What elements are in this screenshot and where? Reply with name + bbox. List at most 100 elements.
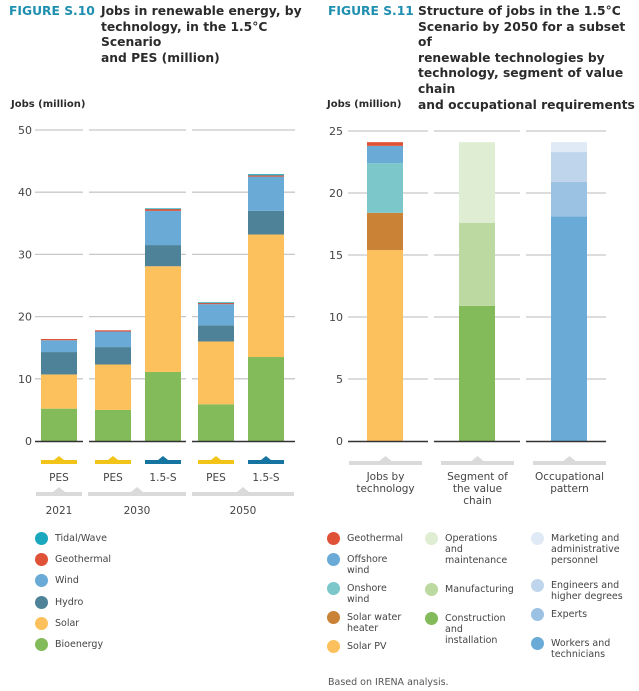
bar-segment-geothermal <box>248 175 284 177</box>
legend-swatch-icon <box>327 611 340 624</box>
bar-segment-solar <box>41 374 77 409</box>
legend-label: Marketing and administrative personnel <box>551 533 620 566</box>
legend-label: Geothermal <box>55 554 112 566</box>
bar-segment-bioenergy <box>145 371 181 441</box>
legend-swatch-icon <box>327 532 340 545</box>
title-line: Structure of jobs in the 1.5°C <box>418 4 621 18</box>
bar-segment-hydro <box>248 210 284 235</box>
legend-item: Geothermal <box>35 553 112 567</box>
bar-segment-hydro <box>95 347 131 365</box>
bar-segment-bioenergy <box>41 408 77 441</box>
figure-s11-title: Structure of jobs in the 1.5°C Scenario … <box>418 4 638 113</box>
y-tick-label: 0 <box>25 435 32 448</box>
y-tick-label: 30 <box>18 248 32 261</box>
title-line: and occupational requirements <box>418 97 635 112</box>
bar-segment-onshore-wind <box>367 163 403 213</box>
scenario-marker-notch <box>261 456 271 460</box>
y-tick-label: 20 <box>18 311 32 324</box>
scenario-marker-notch <box>158 456 168 460</box>
legend-item: Operations and maintenance <box>425 532 535 566</box>
legend-item: Solar water heater <box>327 611 437 634</box>
legend-swatch-icon <box>425 583 438 596</box>
x-category-label-line: Jobs by <box>366 471 405 483</box>
legend-swatch-icon <box>35 616 48 630</box>
right-y-axis-label: Jobs (million) <box>327 99 402 110</box>
title-line: technology, in the 1.5°C Scenario <box>101 19 268 50</box>
legend-item: Marketing and administrative personnel <box>531 532 639 566</box>
year-group-label: 2021 <box>46 505 73 517</box>
y-tick-label: 25 <box>329 125 343 138</box>
year-group-bracket <box>192 492 294 496</box>
legend-item: Manufacturing <box>425 583 535 596</box>
legend-swatch-icon <box>35 638 48 651</box>
category-bracket <box>533 461 606 465</box>
legend-label: Hydro <box>55 596 84 608</box>
legend-swatch-icon <box>531 637 544 650</box>
bar-segment-bioenergy <box>95 409 131 441</box>
legend-item: Offshore wind <box>327 553 437 576</box>
x-category-label: Occupational pattern <box>535 471 604 495</box>
y-tick-label: 40 <box>18 186 32 199</box>
legend-swatch-icon <box>531 532 544 545</box>
legend-swatch-icon <box>35 574 48 588</box>
legend-label: Geothermal <box>347 533 404 544</box>
legend-item: Tidal/Wave <box>35 532 107 545</box>
bar-segment-hydro <box>145 245 181 267</box>
x-category-label-line: technology <box>356 483 414 495</box>
left-y-axis-label: Jobs (million) <box>11 99 86 110</box>
legend-label: Tidal/Wave <box>55 533 107 544</box>
legend-label: Onshore wind <box>347 583 387 605</box>
category-bracket-notch <box>563 456 576 461</box>
year-group-label: 2030 <box>124 505 151 517</box>
legend-swatch-icon <box>531 579 544 592</box>
bar-segment-solar <box>95 364 131 410</box>
bar-segment-hydro <box>41 352 77 375</box>
year-group-bracket-notch <box>131 487 143 492</box>
legend-swatch-icon <box>425 612 438 625</box>
x-category-label-line: Segment of <box>447 471 508 483</box>
legend-swatch-icon <box>327 582 340 595</box>
x-category-label: PES <box>49 472 69 484</box>
legend-item: Workers and technicians <box>531 637 639 660</box>
legend-item: Solar PV <box>327 640 437 653</box>
legend-label: Construction and installation <box>445 613 506 646</box>
category-bracket <box>349 461 422 465</box>
bar-segment-solar <box>145 266 181 372</box>
legend-label: Solar water heater <box>347 612 402 634</box>
legend-label: Manufacturing <box>445 584 514 595</box>
legend-label: Experts <box>551 609 588 620</box>
source-note: Based on IRENA analysis. <box>328 677 449 688</box>
year-group-bracket-notch <box>53 487 65 492</box>
bar-segment-solar <box>248 234 284 358</box>
title-line: and PES (million) <box>101 50 220 65</box>
bar-segment-hydro <box>198 325 234 342</box>
title-line: Scenario by 2050 for a subset of <box>418 19 626 50</box>
scenario-marker <box>198 460 234 464</box>
title-line: Jobs in renewable energy, by <box>101 4 302 18</box>
legend-item: Construction and installation <box>425 612 535 646</box>
bar-segment-bioenergy <box>248 357 284 441</box>
title-line: technology, segment of value chain <box>418 66 624 96</box>
bar-segment-tidal-wave <box>198 302 234 304</box>
scenario-marker <box>145 460 181 464</box>
bar-segment-tidal-wave <box>248 174 284 176</box>
legend-item: Hydro <box>35 595 84 609</box>
legend-item: Wind <box>35 574 79 588</box>
category-bracket-notch <box>379 456 392 461</box>
scenario-marker <box>95 460 131 464</box>
year-group-bracket <box>36 492 82 496</box>
bar-segment-marketing-and-administrative-personnel <box>551 142 587 153</box>
bar-segment-solar-pv <box>367 250 403 441</box>
legend-item: Engineers and higher degrees <box>531 579 639 602</box>
bar-segment-geothermal <box>95 330 131 332</box>
y-tick-label: 10 <box>18 373 32 386</box>
x-category-label: Segment of the value chain <box>447 471 508 507</box>
bar-segment-operations-and-maintenance <box>459 142 495 223</box>
bar-segment-tidal-wave <box>145 208 181 210</box>
bar-segment-construction-and-installation <box>459 305 495 441</box>
legend-label: Workers and technicians <box>551 638 611 660</box>
y-tick-label: 20 <box>329 187 343 200</box>
legend-label: Wind <box>55 575 79 587</box>
category-bracket-notch <box>471 456 484 461</box>
